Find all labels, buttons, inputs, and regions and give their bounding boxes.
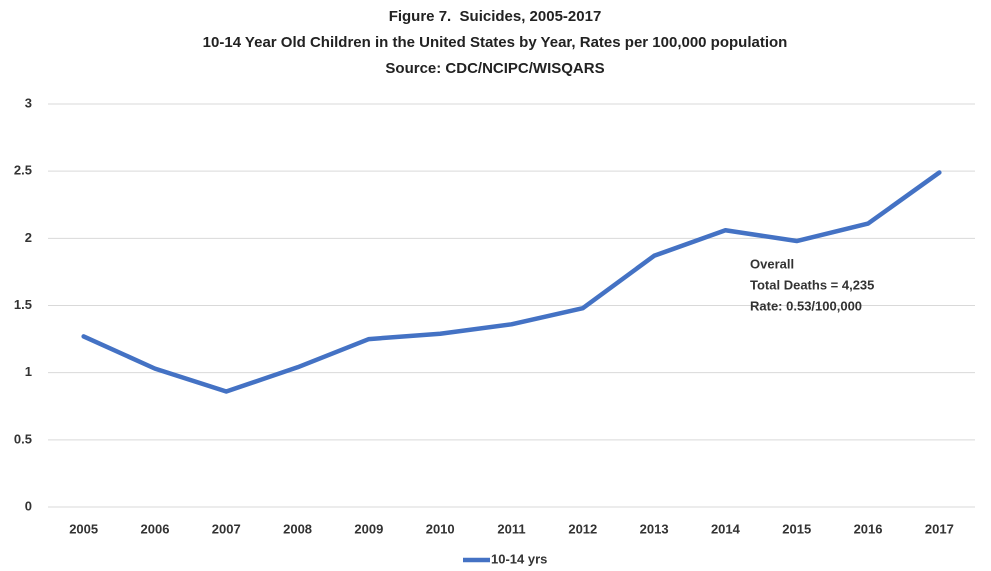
x-tick-label: 2006 bbox=[141, 521, 170, 536]
y-tick-label: 0 bbox=[25, 498, 32, 513]
x-tick-label: 2009 bbox=[354, 521, 383, 536]
x-tick-label: 2014 bbox=[711, 521, 741, 536]
x-tick-label: 2005 bbox=[69, 521, 98, 536]
chart-subtitle: 10-14 Year Old Children in the United St… bbox=[203, 34, 788, 51]
x-tick-label: 2011 bbox=[497, 521, 525, 536]
chart-source: Source: CDC/NCIPC/WISQARS bbox=[385, 60, 604, 77]
y-tick-label: 3 bbox=[25, 95, 32, 110]
y-tick-label: 0.5 bbox=[14, 431, 32, 446]
x-tick-label: 2012 bbox=[568, 521, 597, 536]
x-tick-label: 2015 bbox=[782, 521, 811, 536]
legend-label: 10-14 yrs bbox=[491, 551, 547, 566]
y-tick-label: 1.5 bbox=[14, 297, 32, 312]
x-tick-label: 2016 bbox=[854, 521, 883, 536]
x-tick-label: 2007 bbox=[212, 521, 241, 536]
y-tick-label: 2.5 bbox=[14, 163, 32, 178]
annotation: Total Deaths = 4,235 bbox=[750, 277, 874, 292]
annotation: Overall bbox=[750, 256, 794, 271]
y-tick-label: 1 bbox=[25, 364, 32, 379]
data-line bbox=[81, 170, 942, 394]
y-tick-label: 2 bbox=[25, 230, 32, 245]
x-tick-label: 2017 bbox=[925, 521, 954, 536]
annotation: Rate: 0.53/100,000 bbox=[750, 298, 862, 313]
x-tick-label: 2008 bbox=[283, 521, 312, 536]
x-tick-label: 2010 bbox=[426, 521, 455, 536]
x-tick-label: 2013 bbox=[640, 521, 669, 536]
chart-title: Figure 7. Suicides, 2005-2017 bbox=[389, 8, 602, 25]
